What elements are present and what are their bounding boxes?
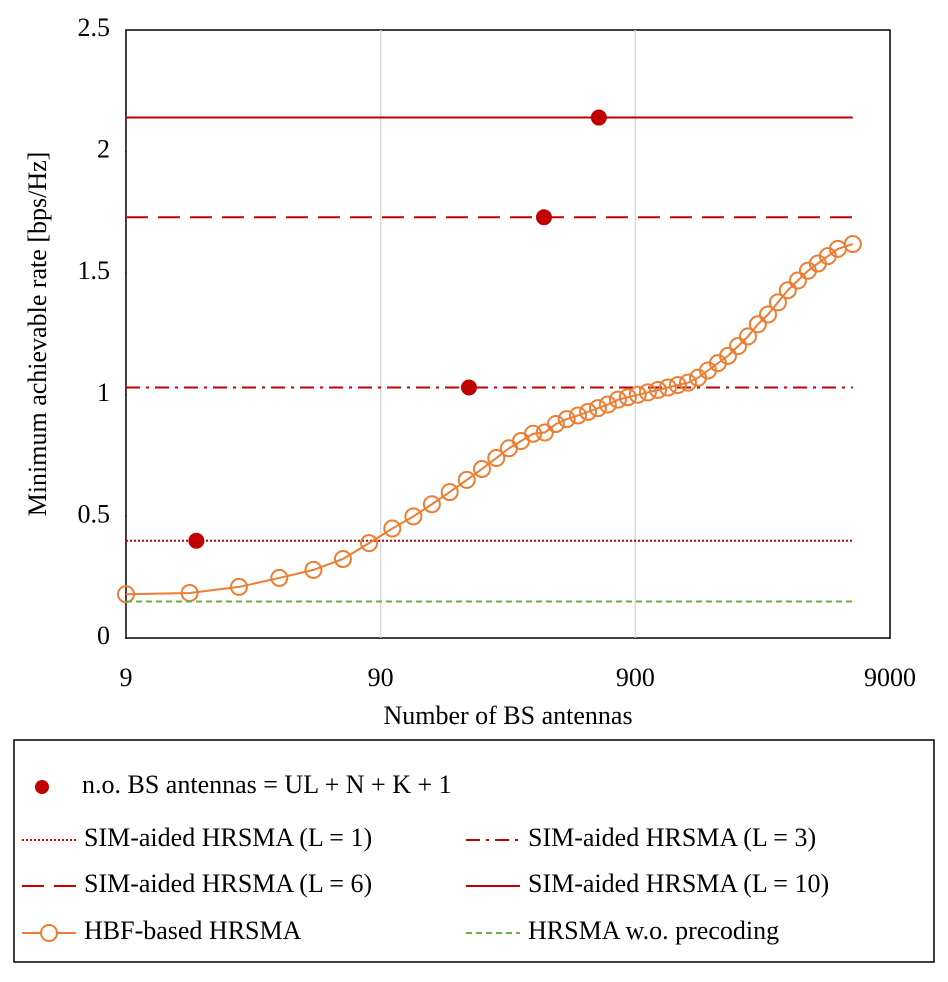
data-point bbox=[460, 379, 477, 396]
data-point bbox=[535, 423, 554, 442]
data-point bbox=[569, 406, 588, 425]
data-point bbox=[304, 560, 323, 579]
data-point bbox=[270, 568, 289, 587]
data-point bbox=[188, 532, 205, 549]
x-axis-label: Number of BS antennas bbox=[383, 701, 632, 730]
data-point bbox=[658, 378, 677, 397]
data-point bbox=[473, 459, 492, 478]
y-tick-label: 1 bbox=[97, 378, 110, 407]
data-point bbox=[579, 402, 598, 421]
data-point bbox=[788, 271, 807, 290]
data-point bbox=[333, 549, 352, 568]
legend-label: SIM-aided HRSMA (L = 3) bbox=[528, 823, 816, 852]
series-line bbox=[125, 243, 854, 596]
data-point bbox=[360, 534, 379, 553]
y-tick-label: 1.5 bbox=[78, 256, 111, 285]
data-point bbox=[718, 346, 737, 365]
data-point bbox=[738, 327, 757, 346]
x-tick-label: 9 bbox=[120, 663, 133, 692]
data-point bbox=[557, 410, 576, 429]
legend-marker bbox=[35, 780, 49, 794]
x-tick-label: 90 bbox=[368, 663, 394, 692]
y-tick-label: 2.5 bbox=[78, 13, 111, 42]
data-point bbox=[422, 495, 441, 514]
data-point bbox=[588, 399, 607, 418]
data-point bbox=[679, 373, 698, 392]
data-point bbox=[758, 305, 777, 324]
legend-label: SIM-aided HRSMA (L = 6) bbox=[84, 869, 372, 898]
data-point bbox=[768, 293, 787, 312]
data-point bbox=[649, 380, 668, 399]
data-point bbox=[457, 470, 476, 489]
data-point bbox=[638, 383, 657, 402]
y-axis-label: Minimum achievable rate [bps/Hz] bbox=[23, 152, 52, 517]
legend-label: n.o. BS antennas = UL + N + K + 1 bbox=[82, 770, 452, 799]
data-point bbox=[728, 337, 747, 356]
legend-label: HBF-based HRSMA bbox=[84, 916, 302, 945]
data-point bbox=[843, 235, 862, 254]
data-point bbox=[229, 577, 248, 596]
data-point bbox=[748, 315, 767, 334]
data-point bbox=[440, 483, 459, 502]
y-tick-label: 0 bbox=[97, 621, 110, 650]
data-point bbox=[668, 376, 687, 395]
data-point bbox=[383, 519, 402, 538]
y-tick-label: 2 bbox=[97, 135, 110, 164]
data-point bbox=[778, 281, 797, 300]
legend-label: HRSMA w.o. precoding bbox=[528, 916, 779, 945]
data-point bbox=[608, 390, 627, 409]
data-point bbox=[628, 385, 647, 404]
data-point bbox=[618, 388, 637, 407]
legend-label: SIM-aided HRSMA (L = 10) bbox=[528, 869, 829, 898]
plot-frame bbox=[125, 29, 891, 639]
x-tick-label: 9000 bbox=[864, 663, 916, 692]
x-tick-label: 900 bbox=[616, 663, 655, 692]
data-point bbox=[487, 449, 506, 468]
data-point bbox=[524, 424, 543, 443]
legend-box bbox=[13, 739, 935, 963]
legend-label: SIM-aided HRSMA (L = 1) bbox=[84, 823, 372, 852]
data-point bbox=[404, 507, 423, 526]
legend-marker bbox=[40, 924, 58, 942]
data-point bbox=[546, 414, 565, 433]
data-point bbox=[598, 395, 617, 414]
y-tick-label: 0.5 bbox=[78, 499, 111, 528]
